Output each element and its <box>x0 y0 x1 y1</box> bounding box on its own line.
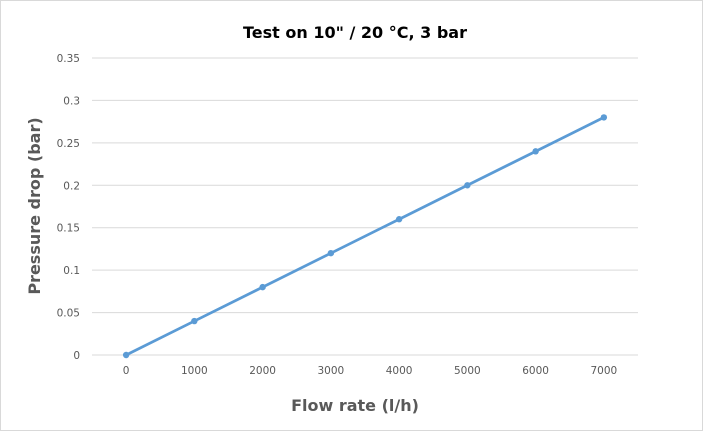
x-tick-label: 1000 <box>181 365 208 377</box>
data-point <box>327 249 335 257</box>
x-axis-ticks: 0 1000 2000 3000 4000 5000 6000 7000 <box>123 365 617 377</box>
y-axis-label: Pressure drop (bar) <box>25 117 44 294</box>
y-tick-label: 0.3 <box>63 95 80 107</box>
x-tick-label: 5000 <box>454 365 481 377</box>
y-tick-label: 0 <box>73 350 80 362</box>
x-tick-label: 7000 <box>591 365 618 377</box>
y-tick-label: 0.05 <box>57 308 80 320</box>
data-point <box>464 182 471 189</box>
y-tick-label: 0.35 <box>57 53 80 65</box>
y-tick-label: 0.25 <box>57 138 80 150</box>
data-point <box>600 114 608 121</box>
chart-title: Test on 10" / 20 °C, 3 bar <box>243 23 467 42</box>
y-tick-label: 0.2 <box>63 180 80 192</box>
y-tick-label: 0.15 <box>57 223 80 235</box>
y-tick-label: 0.1 <box>63 265 80 277</box>
data-point <box>191 317 198 325</box>
x-axis-label: Flow rate (l/h) <box>291 396 419 415</box>
gridlines <box>92 57 638 356</box>
y-axis-ticks: 0 0.05 0.1 0.15 0.2 0.25 0.3 0.35 <box>57 53 80 362</box>
x-tick-label: 4000 <box>386 365 413 377</box>
x-tick-label: 3000 <box>318 365 345 377</box>
series-line <box>124 116 606 357</box>
series-layer <box>122 114 608 359</box>
data-point <box>395 216 403 223</box>
data-point <box>122 351 130 359</box>
data-point <box>259 283 266 291</box>
x-tick-label: 2000 <box>249 365 276 377</box>
x-tick-label: 6000 <box>522 365 549 377</box>
data-point <box>532 148 539 155</box>
x-tick-label: 0 <box>123 365 130 377</box>
